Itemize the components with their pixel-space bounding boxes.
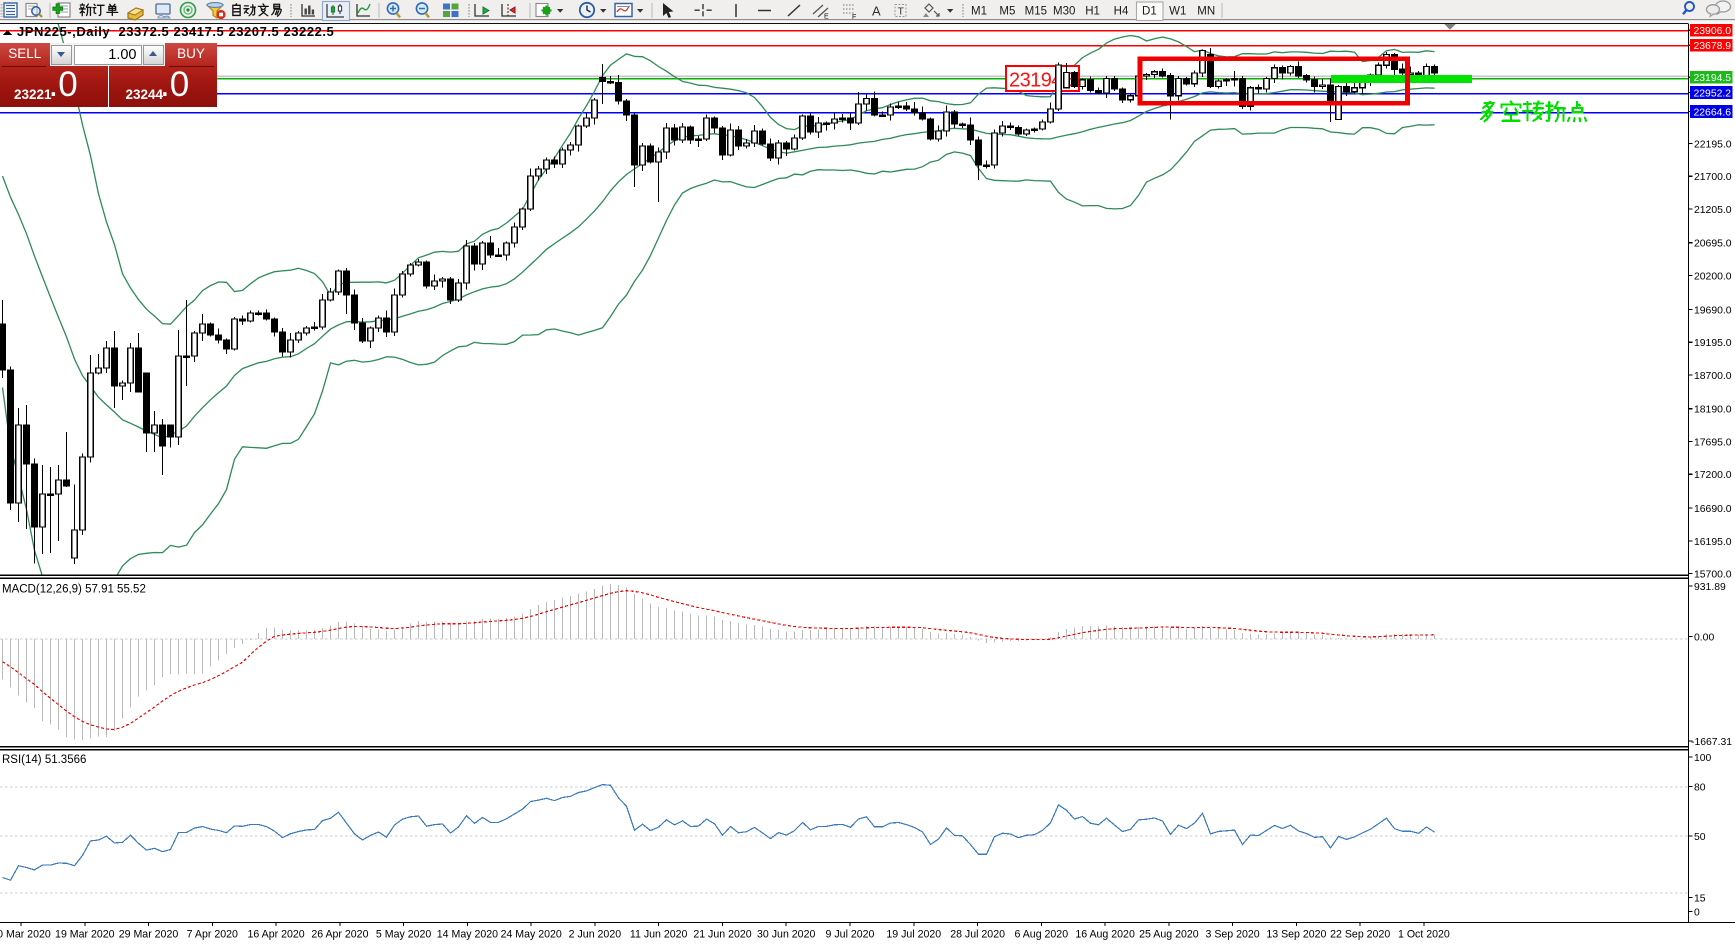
svg-text:23906.0: 23906.0 — [1694, 26, 1732, 37]
svg-text:28 Jul 2020: 28 Jul 2020 — [950, 929, 1005, 941]
svg-text:0: 0 — [1694, 907, 1700, 918]
svg-text:H4: H4 — [1114, 6, 1129, 18]
svg-text:20200.0: 20200.0 — [1694, 272, 1732, 283]
svg-text:11 Jun 2020: 11 Jun 2020 — [630, 929, 688, 941]
svg-text:M15: M15 — [1025, 6, 1047, 18]
svg-text:23678.9: 23678.9 — [1694, 41, 1732, 52]
svg-text:E: E — [824, 14, 829, 21]
svg-text:M5: M5 — [999, 6, 1015, 18]
svg-text:25 Aug 2020: 25 Aug 2020 — [1139, 929, 1199, 941]
svg-text:14 May 2020: 14 May 2020 — [437, 929, 498, 941]
svg-text:26 Apr 2020: 26 Apr 2020 — [311, 929, 368, 941]
svg-text:9 Jul 2020: 9 Jul 2020 — [826, 929, 875, 941]
svg-text:931.89: 931.89 — [1694, 582, 1726, 593]
svg-text:MACD(12,26,9) 57.91 55.52: MACD(12,26,9) 57.91 55.52 — [2, 584, 146, 596]
svg-text:19 Mar 2020: 19 Mar 2020 — [55, 929, 115, 941]
svg-text:MN: MN — [1197, 6, 1215, 18]
svg-text:A: A — [872, 4, 881, 19]
svg-text:100: 100 — [1694, 753, 1712, 764]
svg-text:29 Mar 2020: 29 Mar 2020 — [119, 929, 179, 941]
svg-text:0.00: 0.00 — [1694, 632, 1714, 643]
svg-text:16690.0: 16690.0 — [1694, 504, 1732, 515]
svg-text:23194.5: 23194.5 — [1694, 73, 1732, 84]
svg-text:30 Jun 2020: 30 Jun 2020 — [757, 929, 815, 941]
svg-text:F: F — [852, 14, 856, 21]
svg-text:22952.2: 22952.2 — [1694, 89, 1732, 100]
svg-text:18190.0: 18190.0 — [1694, 405, 1732, 416]
svg-text:19690.0: 19690.0 — [1694, 305, 1732, 316]
svg-text:6 Aug 2020: 6 Aug 2020 — [1014, 929, 1068, 941]
svg-text:JPN225-,Daily 23372.5 23417.5: JPN225-,Daily 23372.5 23417.5 23207.5 23… — [17, 24, 334, 39]
svg-text:M1: M1 — [971, 6, 987, 18]
svg-text:13 Sep 2020: 13 Sep 2020 — [1266, 929, 1326, 941]
svg-text:21700.0: 21700.0 — [1694, 172, 1732, 183]
svg-text:19195.0: 19195.0 — [1694, 338, 1732, 349]
svg-text:20695.0: 20695.0 — [1694, 239, 1732, 250]
svg-text:W1: W1 — [1169, 6, 1186, 18]
svg-text:-1667.31: -1667.31 — [1691, 737, 1732, 748]
svg-text:19 Jul 2020: 19 Jul 2020 — [886, 929, 941, 941]
svg-text:24 May 2020: 24 May 2020 — [501, 929, 562, 941]
svg-text:17200.0: 17200.0 — [1694, 470, 1732, 481]
svg-text:RSI(14) 51.3566: RSI(14) 51.3566 — [2, 754, 86, 766]
svg-text:D1: D1 — [1142, 6, 1157, 18]
svg-text:15: 15 — [1694, 893, 1706, 904]
svg-text:3 Sep 2020: 3 Sep 2020 — [1205, 929, 1259, 941]
svg-text:18700.0: 18700.0 — [1694, 371, 1732, 382]
svg-text:16 Aug 2020: 16 Aug 2020 — [1075, 929, 1135, 941]
svg-text:22 Sep 2020: 22 Sep 2020 — [1330, 929, 1390, 941]
svg-text:H1: H1 — [1085, 6, 1100, 18]
svg-text:22195.0: 22195.0 — [1694, 139, 1732, 150]
svg-text:2 Jun 2020: 2 Jun 2020 — [569, 929, 622, 941]
svg-text:21205.0: 21205.0 — [1694, 205, 1732, 216]
svg-text:5 May 2020: 5 May 2020 — [376, 929, 431, 941]
svg-text:22664.6: 22664.6 — [1694, 108, 1732, 119]
svg-text:T: T — [898, 6, 905, 18]
svg-text:16 Apr 2020: 16 Apr 2020 — [248, 929, 305, 941]
svg-text:10 Mar 2020: 10 Mar 2020 — [0, 929, 51, 941]
svg-text:17695.0: 17695.0 — [1694, 437, 1732, 448]
svg-text:15700.0: 15700.0 — [1694, 570, 1732, 581]
svg-text:1 Oct 2020: 1 Oct 2020 — [1398, 929, 1450, 941]
svg-text:21 Jun 2020: 21 Jun 2020 — [693, 929, 751, 941]
svg-text:7 Apr 2020: 7 Apr 2020 — [187, 929, 238, 941]
svg-text:50: 50 — [1694, 832, 1706, 843]
svg-text:M30: M30 — [1053, 6, 1075, 18]
svg-text:16195.0: 16195.0 — [1694, 537, 1732, 548]
svg-text:80: 80 — [1694, 782, 1706, 793]
